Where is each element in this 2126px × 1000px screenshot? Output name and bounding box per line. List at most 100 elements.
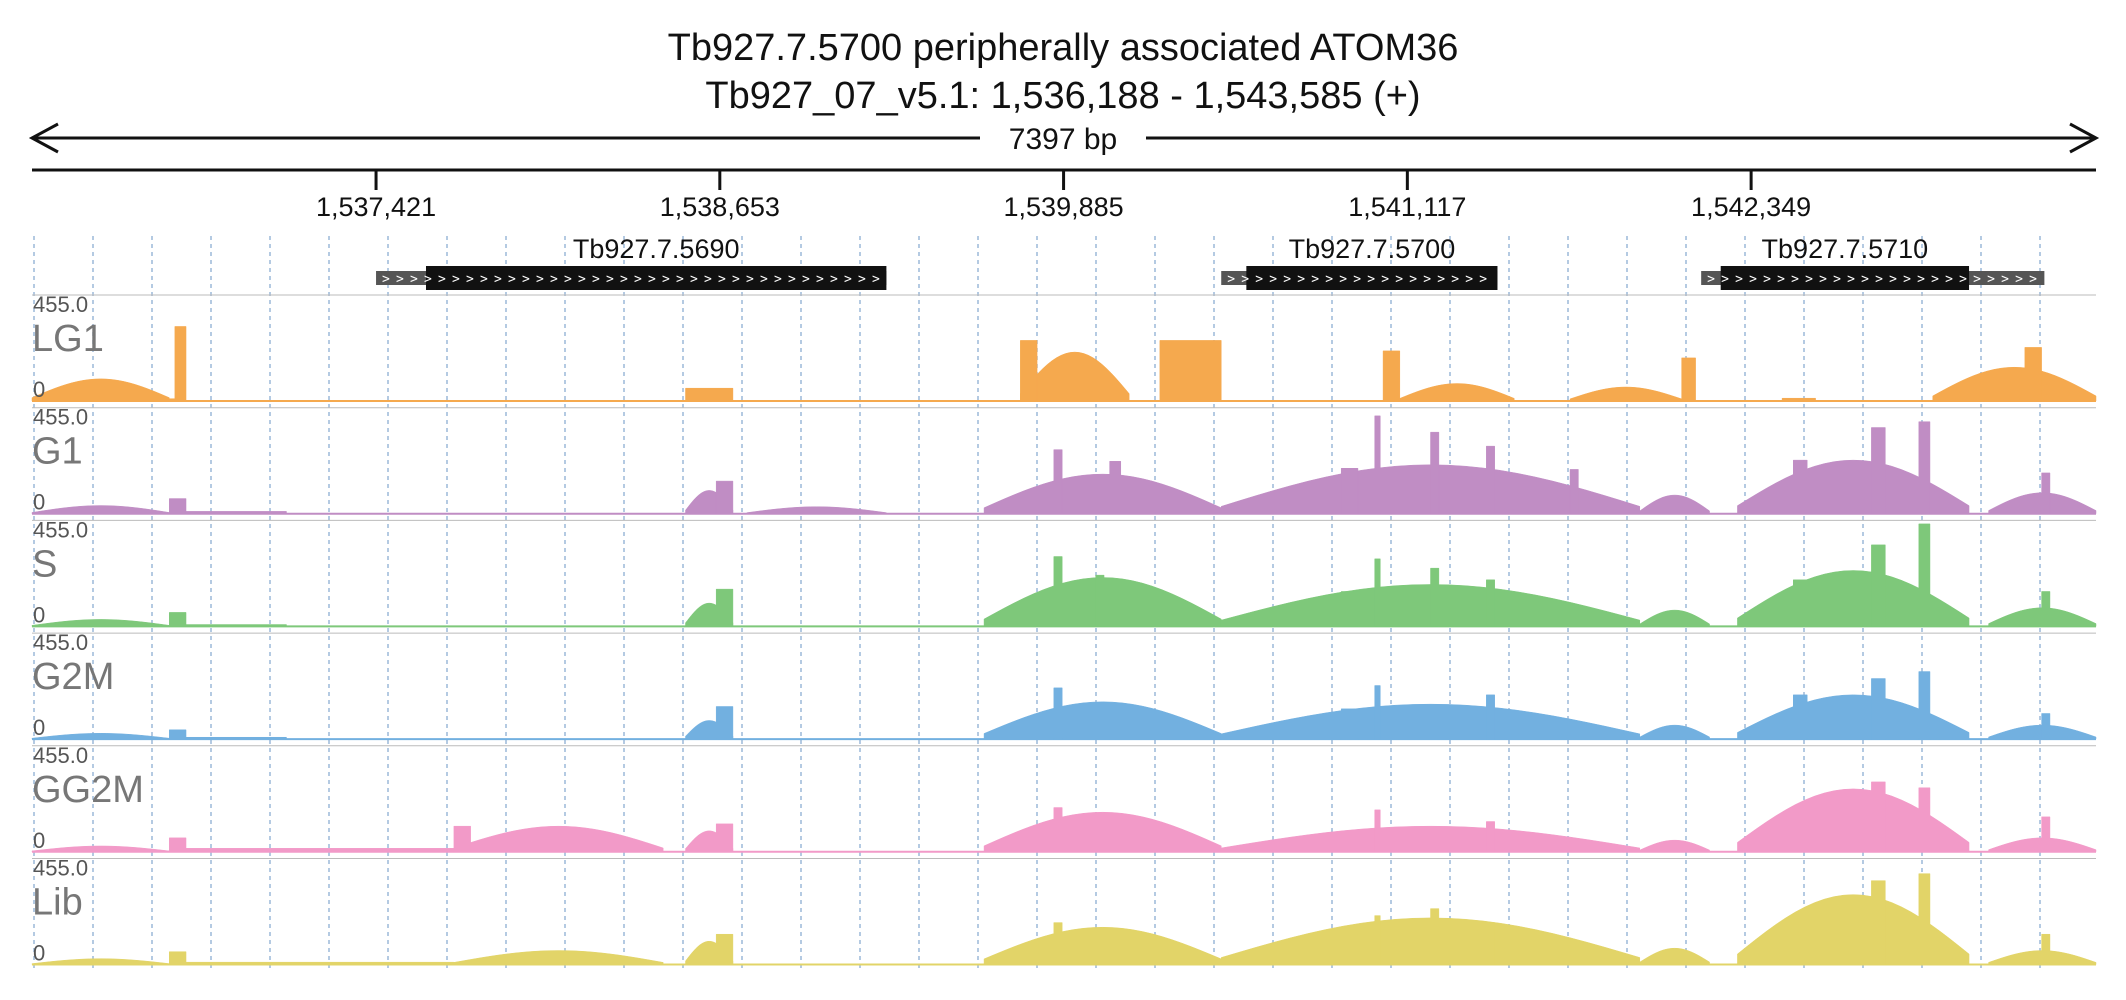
coverage-segment (1681, 357, 1696, 402)
strand-chevron-icon: > (746, 272, 754, 287)
coverage-segment (1639, 947, 1710, 965)
strand-chevron-icon: > (1339, 272, 1347, 287)
coverage-segment (1374, 558, 1381, 627)
coverage-segment (715, 480, 734, 514)
strand-chevron-icon: > (1903, 272, 1911, 287)
strand-chevron-icon: > (1707, 272, 1715, 287)
strand-chevron-icon: > (536, 272, 544, 287)
coverage-track-gg2m: 455.0 0 GG2M (31, 743, 2097, 853)
coverage-segment (1486, 922, 1495, 965)
coverage-segment (185, 624, 287, 627)
track-ymin-label: 0 (33, 715, 45, 740)
strand-chevron-icon: > (1479, 272, 1487, 287)
span-arrow-right-icon (2069, 122, 2100, 154)
coverage-track-lib: 455.0 0 Lib (31, 856, 2097, 966)
strand-chevron-icon: > (704, 272, 712, 287)
coverage-segment (1053, 556, 1063, 627)
coverage-segment (31, 505, 170, 514)
strand-chevron-icon: > (382, 272, 390, 287)
coverage-segment (1053, 687, 1063, 740)
strand-chevron-icon: > (1959, 272, 1967, 287)
strand-chevron-icon: > (410, 272, 418, 287)
strand-chevron-icon: > (1227, 272, 1235, 287)
strand-chevron-icon: > (1749, 272, 1757, 287)
coverage-segment (1340, 468, 1359, 514)
coverage-segment (1486, 694, 1495, 740)
strand-chevron-icon: > (1805, 272, 1813, 287)
strand-chevron-icon: > (1269, 272, 1277, 287)
coverage-segment (453, 825, 471, 853)
coverage-segment (715, 823, 734, 853)
strand-chevron-icon: > (522, 272, 530, 287)
strand-chevron-icon: > (1861, 272, 1869, 287)
strand-chevron-icon: > (816, 272, 824, 287)
coverage-segment (1020, 340, 1038, 402)
coverage-segment (1871, 678, 1886, 740)
strand-chevron-icon: > (424, 272, 432, 287)
strand-chevron-icon: > (690, 272, 698, 287)
coverage-segment (715, 706, 734, 740)
coverage-segment (1374, 685, 1381, 740)
coverage-segment (1737, 570, 1970, 627)
strand-chevron-icon: > (1353, 272, 1361, 287)
coverage-segment (1095, 574, 1105, 627)
strand-chevron-icon: > (634, 272, 642, 287)
coverage-segment (453, 950, 664, 965)
coverage-segment (169, 951, 187, 965)
strand-chevron-icon: > (1241, 272, 1249, 287)
axis-tick-label: 1,537,421 (316, 192, 436, 222)
coverage-track-s: 455.0 0 S (31, 517, 2097, 628)
strand-chevron-icon: > (1735, 272, 1743, 287)
strand-chevron-icon: > (662, 272, 670, 287)
gene-cds (1246, 266, 1498, 290)
strand-chevron-icon: > (844, 272, 852, 287)
coverage-segment (2041, 933, 2051, 965)
track-ymin-label: 0 (33, 602, 45, 627)
coverage-segment (174, 326, 187, 402)
strand-chevron-icon: > (480, 272, 488, 287)
coverage-segment (2041, 472, 2051, 514)
strand-chevron-icon: > (452, 272, 460, 287)
strand-chevron-icon: > (1451, 272, 1459, 287)
strand-chevron-icon: > (550, 272, 558, 287)
strand-chevron-icon: > (1931, 272, 1939, 287)
strand-chevron-icon: > (1255, 272, 1263, 287)
strand-chevron-icon: > (858, 272, 866, 287)
axis-tick-label: 1,542,349 (1691, 192, 1811, 222)
coverage-segment (169, 837, 187, 853)
coverage-segment (185, 848, 455, 853)
coverage-segment (185, 961, 455, 965)
strand-chevron-icon: > (802, 272, 810, 287)
coverage-track-g1: 455.0 0 G1 (31, 405, 2097, 515)
track-ymin-label: 0 (33, 377, 45, 402)
coverage-segment (169, 398, 176, 402)
strand-chevron-icon: > (620, 272, 628, 287)
coverage-segment (1871, 880, 1886, 965)
coverage-segment (31, 619, 170, 627)
track-ymax-label: 455.0 (33, 292, 88, 317)
coverage-segment (1486, 579, 1495, 627)
coverage-segment (1220, 703, 1641, 740)
coverage-segment (1793, 694, 1808, 740)
coverage-segment (685, 387, 734, 402)
strand-chevron-icon: > (2029, 272, 2037, 287)
coverage-segment (2041, 713, 2051, 740)
track-ymin-label: 0 (33, 490, 45, 515)
strand-chevron-icon: > (774, 272, 782, 287)
coverage-tracks: 455.00LG1455.00G1455.00S455.00G2M455.00G… (31, 292, 2097, 966)
coverage-segment (1639, 724, 1710, 740)
gene-cds (1720, 266, 1970, 290)
strand-chevron-icon: > (648, 272, 656, 287)
strand-chevron-icon: > (1973, 272, 1981, 287)
strand-chevron-icon: > (592, 272, 600, 287)
span-indicator: 7397 bp (28, 122, 2100, 156)
strand-chevron-icon: > (1311, 272, 1319, 287)
coverage-segment (2041, 816, 2051, 853)
strand-chevron-icon: > (466, 272, 474, 287)
coverage-segment (1430, 908, 1440, 965)
strand-chevron-icon: > (494, 272, 502, 287)
coverage-segment (1569, 386, 1682, 402)
coverage-segment (1871, 427, 1886, 514)
axis-tick-label: 1,538,653 (660, 192, 780, 222)
coverage-segment (1639, 609, 1710, 627)
